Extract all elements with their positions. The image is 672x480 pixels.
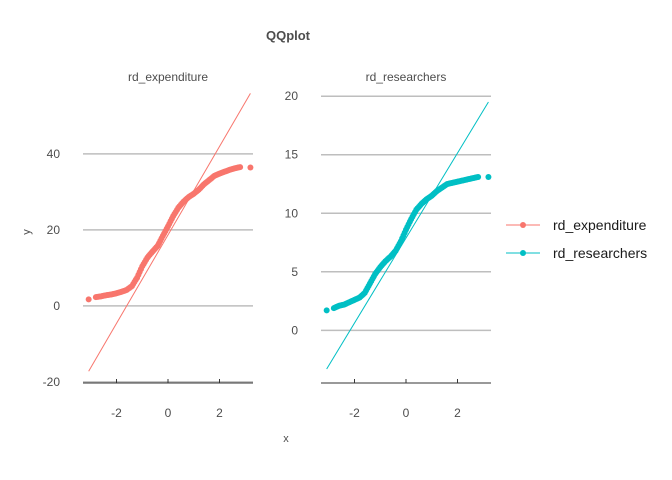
x-tick-label: 2 (216, 406, 223, 420)
x-axis-title: x (283, 433, 289, 445)
y-tick-label: 5 (291, 265, 298, 279)
x-tick-label: 0 (403, 406, 410, 420)
facet-label: rd_researchers (366, 70, 447, 84)
y-tick-label: 40 (47, 147, 61, 161)
facet-label: rd_expenditure (128, 70, 208, 84)
data-point (475, 173, 482, 180)
y-axis-title: y (21, 229, 33, 235)
y-tick-label: 20 (47, 223, 61, 237)
legend-key-expenditure (506, 222, 540, 228)
data-point (85, 296, 92, 303)
legend-label-researchers: rd_researchers (553, 245, 648, 261)
y-tick-label: 10 (285, 206, 299, 220)
y-tick-label: 20 (285, 89, 299, 103)
data-point (323, 307, 330, 314)
x-tick-label: 2 (454, 406, 461, 420)
y-tick-label: 0 (53, 299, 60, 313)
data-point (237, 164, 244, 171)
reference-line (88, 93, 251, 372)
x-tick-label: 0 (165, 406, 172, 420)
reference-line (326, 101, 489, 370)
x-tick-label: -2 (349, 406, 360, 420)
data-point (247, 164, 254, 171)
chart-title: QQplot (265, 28, 311, 43)
y-tick-label: 0 (291, 323, 298, 337)
y-tick-label: 15 (285, 148, 299, 162)
x-tick-label: -2 (111, 406, 122, 420)
legend-key-researchers (506, 250, 540, 256)
legend-label-expenditure: rd_expenditure (553, 217, 647, 233)
y-tick-label: -20 (43, 375, 61, 389)
data-point (485, 173, 492, 180)
